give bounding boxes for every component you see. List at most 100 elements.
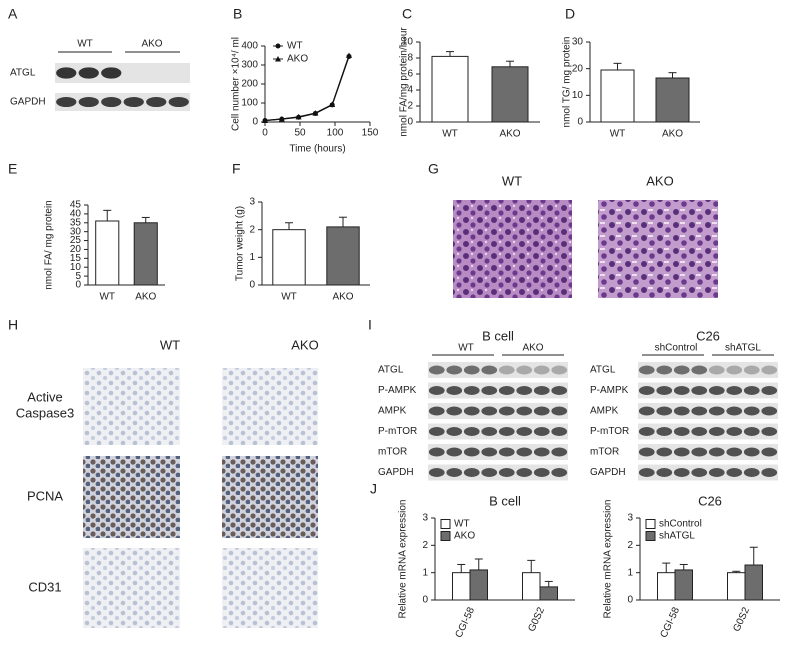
marker [262, 117, 268, 123]
blot-background [428, 403, 568, 419]
blot-band [656, 406, 673, 416]
bar [600, 69, 635, 123]
y-tick-label: 35 [70, 217, 82, 228]
y-tick-label: 45 [70, 200, 82, 211]
column-label: WT [502, 173, 522, 188]
blot-band [428, 447, 445, 457]
blot-title: B cell [482, 328, 514, 343]
y-tick-label: 10 [402, 37, 414, 48]
x-tick-label: 50 [294, 128, 306, 139]
blot-band [516, 386, 533, 395]
blot-band [551, 427, 568, 436]
blot-band [481, 447, 498, 457]
blot-band [673, 386, 690, 395]
blot-band [428, 406, 445, 416]
blot-band [726, 365, 743, 375]
chart-title: B cell [489, 493, 521, 508]
blot-band [691, 365, 708, 375]
blot-band [101, 96, 122, 108]
blot-band [691, 406, 708, 416]
y-tick-label: 30 [70, 226, 82, 237]
ihc-image [83, 456, 180, 538]
y-tick-label: 0 [249, 280, 255, 291]
blot-band [446, 468, 463, 477]
blot-band [708, 427, 725, 436]
chart-title: C26 [698, 493, 722, 508]
blot-band [691, 386, 708, 395]
blot-band [56, 67, 77, 79]
blot-band [726, 468, 743, 477]
blot-row-label: GAPDH [10, 97, 46, 108]
blot-band [761, 468, 778, 477]
x-tick-label: 150 [362, 128, 379, 139]
y-tick-label: 6 [407, 69, 413, 80]
blot-band [638, 447, 655, 457]
group-label: WT [458, 343, 474, 354]
blot-row-label: ATGL [378, 365, 404, 376]
y-tick-label: 0 [407, 117, 413, 128]
legend-marker [275, 56, 281, 62]
ihc-image [83, 548, 180, 628]
blot-band [761, 365, 778, 375]
blot-band [516, 406, 533, 416]
bar [272, 229, 306, 286]
panel-letter: E [8, 161, 17, 177]
blot-band [481, 386, 498, 395]
blot-band [481, 427, 498, 436]
panel-letter: G [428, 161, 439, 177]
blot-band [428, 386, 445, 395]
y-tick-label: 2 [249, 224, 255, 235]
group-label: WT [77, 39, 93, 50]
blot-row-label: P-mTOR [378, 426, 417, 437]
y-tick-label: 40 [70, 209, 82, 220]
blot-title: C26 [696, 328, 720, 343]
marker [295, 113, 302, 120]
bar [469, 569, 488, 601]
blot-band [498, 427, 515, 436]
blot-band [656, 447, 673, 457]
blot-background [428, 464, 568, 481]
blot-band [533, 468, 550, 477]
y-tick-label: 25 [70, 235, 82, 246]
y-tick-label: 3 [422, 513, 428, 524]
y-axis-label: Cell number ×10⁴/ ml [231, 37, 242, 131]
legend-label: shATGL [659, 531, 695, 542]
blot-band [498, 447, 515, 457]
x-tick-label: CGI-58 [659, 605, 683, 639]
histology-image [453, 200, 572, 298]
blot-band [691, 427, 708, 436]
blot-band [516, 427, 533, 436]
blot-band [428, 468, 445, 477]
blot-band [101, 67, 122, 79]
blot-background [428, 444, 568, 460]
legend-label: AKO [454, 531, 475, 542]
ihc-image [222, 456, 318, 538]
blot-band [551, 406, 568, 416]
group-label: AKO [141, 39, 162, 50]
blot-band [551, 468, 568, 477]
y-tick-label: 2 [627, 540, 633, 551]
y-axis-label: Tumor weight (g) [235, 206, 246, 281]
group-label: AKO [522, 343, 543, 354]
x-tick-label: WT [99, 292, 115, 303]
blot-band [726, 386, 743, 395]
blot-band [463, 365, 480, 375]
blot-row-label: ATGL [10, 68, 36, 79]
blot-background [638, 403, 778, 419]
panel-letter: I [368, 317, 372, 333]
blot-band [533, 406, 550, 416]
blot-row-label: AMPK [590, 406, 619, 417]
blot-band [428, 365, 445, 375]
blot-background [638, 362, 778, 378]
blot-band [463, 468, 480, 477]
blot-band [656, 386, 673, 395]
blot-band [481, 365, 498, 375]
legend-marker [275, 43, 281, 49]
column-label: WT [160, 337, 180, 352]
blot-band [761, 406, 778, 416]
y-tick-label: 1 [627, 567, 633, 578]
blot-band [463, 406, 480, 416]
blot-row-label: mTOR [378, 447, 407, 458]
blot-background [428, 362, 568, 378]
y-tick-label: 1 [422, 567, 428, 578]
